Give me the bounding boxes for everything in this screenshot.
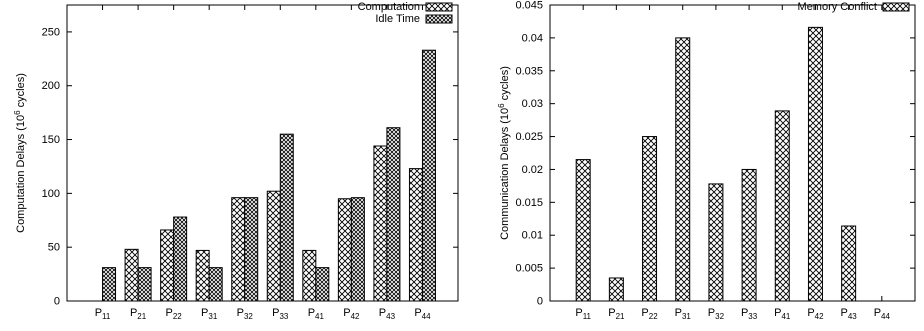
bar-idle-time <box>244 197 259 302</box>
legend-swatch <box>882 2 910 12</box>
bar-idle-time <box>173 216 188 302</box>
y-tick-label: 100 <box>42 188 60 200</box>
bar-computation <box>266 190 281 302</box>
bar-computation <box>302 249 317 302</box>
x-tick-label: P33 <box>741 307 758 321</box>
legend-label: Memory Conflict <box>798 1 877 13</box>
x-tick-label: P21 <box>608 307 625 321</box>
bar-idle-time <box>350 197 365 302</box>
bar-idle-time <box>279 133 294 302</box>
bar-memory-conflict <box>774 110 790 302</box>
bar-memory-conflict <box>841 225 857 302</box>
y-tick-label: 0.02 <box>522 164 543 176</box>
x-tick-label: P44 <box>874 307 891 321</box>
bar-idle-time <box>208 267 223 302</box>
y-tick-label: 0.03 <box>522 98 543 110</box>
y-tick-label: 0.045 <box>515 0 543 12</box>
y-tick-label: 0.01 <box>522 230 543 242</box>
bar-computation <box>124 248 139 302</box>
y-tick-label: 200 <box>42 80 60 92</box>
x-tick-label: P44 <box>414 307 431 321</box>
y-tick-label: 0.04 <box>522 32 543 44</box>
y-tick-label: 0.025 <box>515 131 543 143</box>
bar-computation <box>160 229 175 302</box>
bar-memory-conflict <box>608 277 624 302</box>
x-tick-label: P31 <box>675 307 692 321</box>
legend-swatch <box>425 2 453 12</box>
x-tick-label: P43 <box>841 307 858 321</box>
legend-label: Computation <box>358 1 420 13</box>
legend-label: Idle Time <box>375 13 420 25</box>
x-tick-label: P41 <box>308 307 325 321</box>
y-tick-label: 0 <box>537 296 543 308</box>
y-axis-label: Computation Delays (106 cycles) <box>13 73 27 233</box>
y-axis-label: Communication Delays (106 cycles) <box>497 66 511 240</box>
plot-frame <box>549 4 916 302</box>
communication-delays-chart: 0 0.005 0.01 0.015 0.02 0.025 0.03 0.035 0.04 0.0… <box>497 0 916 321</box>
bar-computation <box>408 168 423 302</box>
x-tick-label: P41 <box>774 307 791 321</box>
x-tick-label: P42 <box>343 307 360 321</box>
y-tick-label: 50 <box>48 242 60 254</box>
bar-computation <box>195 249 210 302</box>
computation-delays-chart: 0 50 100 150 200 250 P11 P21 P22 P31 P32 P33 P41 P42 P… <box>13 1 459 321</box>
bar-computation <box>373 145 388 302</box>
bar-memory-conflict <box>807 26 823 302</box>
legend-swatch <box>425 14 453 24</box>
bar-idle-time <box>386 127 401 302</box>
x-tick-label: P11 <box>575 307 591 321</box>
y-tick-label: 0.015 <box>515 197 543 209</box>
y-tick-label: 0 <box>54 296 60 308</box>
bar-computation <box>337 198 352 302</box>
x-tick-label: P22 <box>166 307 183 321</box>
x-tick-label: P43 <box>379 307 396 321</box>
x-tick-label: P32 <box>237 307 254 321</box>
bar-computation <box>231 197 246 302</box>
x-tick-label: P11 <box>95 307 111 321</box>
x-tick-label: P21 <box>130 307 147 321</box>
bar-idle-time <box>102 267 117 302</box>
bar-memory-conflict <box>575 159 591 302</box>
x-tick-label: P42 <box>807 307 824 321</box>
bar-memory-conflict <box>675 37 691 302</box>
x-tick-label: P32 <box>708 307 725 321</box>
bar-memory-conflict <box>741 168 757 302</box>
y-tick-label: 250 <box>42 26 60 38</box>
bar-idle-time <box>421 49 436 302</box>
bar-memory-conflict <box>642 136 658 302</box>
plot-frame <box>66 4 459 302</box>
x-tick-label: P31 <box>201 307 218 321</box>
y-tick-label: 0.005 <box>515 263 543 275</box>
y-tick-label: 150 <box>42 134 60 146</box>
x-tick-label: P33 <box>272 307 289 321</box>
bar-idle-time <box>315 267 330 302</box>
x-tick-label: P22 <box>641 307 658 321</box>
bar-idle-time <box>137 267 152 302</box>
bar-memory-conflict <box>708 183 724 302</box>
y-tick-label: 0.035 <box>515 65 543 77</box>
